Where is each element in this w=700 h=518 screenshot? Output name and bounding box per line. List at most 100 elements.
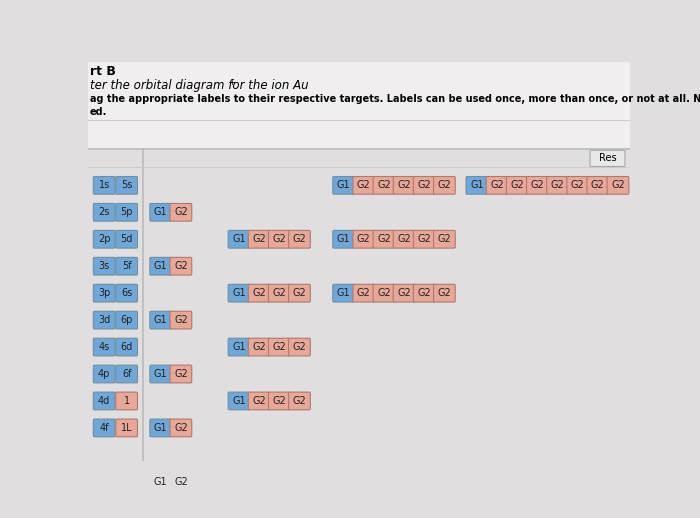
Text: 5d: 5d (120, 234, 133, 244)
FancyBboxPatch shape (486, 177, 508, 194)
FancyBboxPatch shape (433, 177, 455, 194)
Text: G2: G2 (252, 288, 266, 298)
FancyBboxPatch shape (93, 177, 115, 194)
Text: G2: G2 (174, 423, 188, 433)
Text: G2: G2 (377, 288, 391, 298)
Text: 3p: 3p (98, 288, 111, 298)
Text: 3s: 3s (99, 261, 110, 271)
Text: G2: G2 (272, 396, 286, 406)
FancyBboxPatch shape (150, 311, 171, 329)
Text: G1: G1 (232, 234, 246, 244)
FancyBboxPatch shape (248, 392, 270, 410)
Text: G2: G2 (272, 288, 286, 298)
FancyBboxPatch shape (353, 177, 375, 194)
FancyBboxPatch shape (170, 204, 192, 221)
FancyBboxPatch shape (288, 284, 310, 302)
Text: ed.: ed. (90, 107, 107, 117)
Text: G2: G2 (252, 342, 266, 352)
Text: G1: G1 (232, 396, 246, 406)
Text: 1s: 1s (99, 180, 110, 190)
FancyBboxPatch shape (170, 365, 192, 383)
Text: Res: Res (598, 153, 616, 163)
FancyBboxPatch shape (228, 338, 250, 356)
Text: G1: G1 (154, 207, 167, 218)
FancyBboxPatch shape (93, 392, 115, 410)
Text: G2: G2 (293, 288, 307, 298)
Text: G2: G2 (272, 234, 286, 244)
FancyBboxPatch shape (393, 177, 415, 194)
Text: G2: G2 (174, 477, 188, 487)
FancyBboxPatch shape (116, 365, 137, 383)
FancyBboxPatch shape (373, 231, 395, 248)
FancyBboxPatch shape (332, 284, 354, 302)
Text: 6f: 6f (122, 369, 132, 379)
FancyBboxPatch shape (567, 177, 589, 194)
FancyBboxPatch shape (466, 177, 488, 194)
Text: G2: G2 (551, 180, 564, 190)
FancyBboxPatch shape (116, 257, 137, 275)
Text: G2: G2 (611, 180, 625, 190)
Text: G2: G2 (252, 234, 266, 244)
Text: G2: G2 (417, 180, 431, 190)
FancyBboxPatch shape (547, 177, 568, 194)
FancyBboxPatch shape (116, 177, 137, 194)
Text: G2: G2 (377, 180, 391, 190)
Text: ter the orbital diagram for the ion Au: ter the orbital diagram for the ion Au (90, 79, 309, 92)
FancyBboxPatch shape (116, 419, 137, 437)
Text: 1L: 1L (121, 423, 132, 433)
FancyBboxPatch shape (150, 419, 171, 437)
Text: 3d: 3d (98, 315, 111, 325)
FancyBboxPatch shape (150, 473, 171, 491)
FancyBboxPatch shape (433, 231, 455, 248)
FancyBboxPatch shape (93, 284, 115, 302)
FancyBboxPatch shape (414, 284, 435, 302)
Text: G2: G2 (293, 342, 307, 352)
Text: G2: G2 (490, 180, 504, 190)
Text: rt B: rt B (90, 65, 116, 78)
FancyBboxPatch shape (150, 204, 171, 221)
FancyBboxPatch shape (590, 150, 625, 166)
Text: G2: G2 (174, 207, 188, 218)
Text: G2: G2 (570, 180, 584, 190)
Text: G2: G2 (377, 234, 391, 244)
Text: 2s: 2s (99, 207, 110, 218)
Text: G2: G2 (174, 369, 188, 379)
Text: 5s: 5s (121, 180, 132, 190)
Text: 1: 1 (124, 396, 130, 406)
Text: G2: G2 (438, 234, 452, 244)
Text: G2: G2 (591, 180, 605, 190)
FancyBboxPatch shape (373, 284, 395, 302)
FancyBboxPatch shape (587, 177, 609, 194)
FancyBboxPatch shape (170, 311, 192, 329)
FancyBboxPatch shape (228, 284, 250, 302)
FancyBboxPatch shape (269, 231, 290, 248)
FancyBboxPatch shape (150, 365, 171, 383)
FancyBboxPatch shape (170, 419, 192, 437)
Text: 6d: 6d (120, 342, 133, 352)
Text: G1: G1 (154, 423, 167, 433)
Text: +: + (228, 78, 235, 87)
Text: G1: G1 (470, 180, 484, 190)
FancyBboxPatch shape (414, 231, 435, 248)
Text: G2: G2 (357, 234, 371, 244)
Text: G2: G2 (357, 288, 371, 298)
Text: 6p: 6p (120, 315, 133, 325)
FancyBboxPatch shape (170, 473, 192, 491)
FancyBboxPatch shape (607, 177, 629, 194)
FancyBboxPatch shape (288, 231, 310, 248)
Text: G1: G1 (154, 369, 167, 379)
FancyBboxPatch shape (150, 257, 171, 275)
FancyBboxPatch shape (93, 419, 115, 437)
Text: 4s: 4s (99, 342, 110, 352)
FancyBboxPatch shape (116, 338, 137, 356)
Text: 5p: 5p (120, 207, 133, 218)
Text: G2: G2 (397, 180, 411, 190)
FancyBboxPatch shape (93, 338, 115, 356)
FancyBboxPatch shape (93, 257, 115, 275)
Text: G2: G2 (293, 396, 307, 406)
FancyBboxPatch shape (116, 204, 137, 221)
Text: G1: G1 (154, 315, 167, 325)
FancyBboxPatch shape (433, 284, 455, 302)
Text: G1: G1 (337, 180, 351, 190)
FancyBboxPatch shape (526, 177, 548, 194)
